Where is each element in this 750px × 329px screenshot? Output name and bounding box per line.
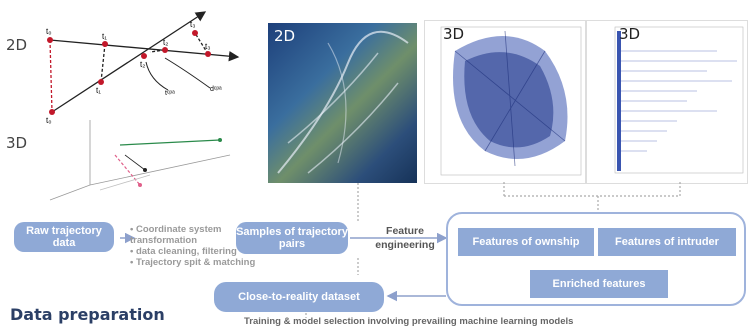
- axes-3d-sketch: [49, 120, 231, 201]
- plot-3d-panel-2: 3D: [586, 20, 748, 184]
- samples-trajectory-pairs-box: Samples of trajectory pairs: [236, 222, 348, 254]
- feature-engineering-label: Feature engineering: [375, 225, 435, 251]
- point-label-t1: t₁: [102, 32, 107, 41]
- section-title: Data preparation: [10, 305, 165, 324]
- intruder-path: [51, 11, 207, 113]
- raw-trajectory-data-box: Raw trajectory data: [14, 222, 114, 252]
- bullet-data-cleaning: • data cleaning, filtering: [130, 246, 237, 257]
- plot-3d-panel-1: 3D: [424, 20, 586, 184]
- dcpa-label: dᶜᵖᵃ: [210, 86, 222, 93]
- map-2d-panel: 2D: [268, 23, 417, 183]
- tcpa-label: tᶜᵖᵃ: [165, 90, 175, 97]
- plot-3d-label-2: 3D: [619, 25, 641, 43]
- point-label-t1b: t₁: [96, 86, 101, 95]
- label-2d: 2D: [6, 36, 28, 54]
- bullet-coordinate-transform: • Coordinate system transformation: [130, 224, 222, 246]
- bullet-trajectory-split: • Trajectory spit & matching: [130, 257, 256, 268]
- label-3d: 3D: [6, 134, 28, 152]
- point-label-t0: t₀: [46, 27, 52, 36]
- enriched-features-box: Enriched features: [530, 270, 668, 298]
- features-of-intruder-box: Features of intruder: [598, 228, 736, 256]
- training-model-selection-label: Training & model selection involving pre…: [244, 316, 574, 327]
- point-label-t2: t₂: [163, 38, 169, 47]
- point-label-t2b: t₂: [140, 60, 146, 69]
- trajectory-geometry-sketch: [47, 11, 240, 115]
- point-label-t3b: t₃: [190, 20, 196, 29]
- features-group: [446, 212, 746, 306]
- close-to-reality-dataset-box: Close-to-reality dataset: [214, 282, 384, 312]
- point-label-t3: t₃: [205, 42, 211, 51]
- map-2d-label: 2D: [274, 27, 296, 45]
- plot-3d-label-1: 3D: [443, 25, 465, 43]
- features-of-ownship-box: Features of ownship: [458, 228, 594, 256]
- preprocessing-steps-list: • Coordinate system transformation • dat…: [130, 224, 260, 268]
- point-label-t0b: t₀: [46, 116, 52, 125]
